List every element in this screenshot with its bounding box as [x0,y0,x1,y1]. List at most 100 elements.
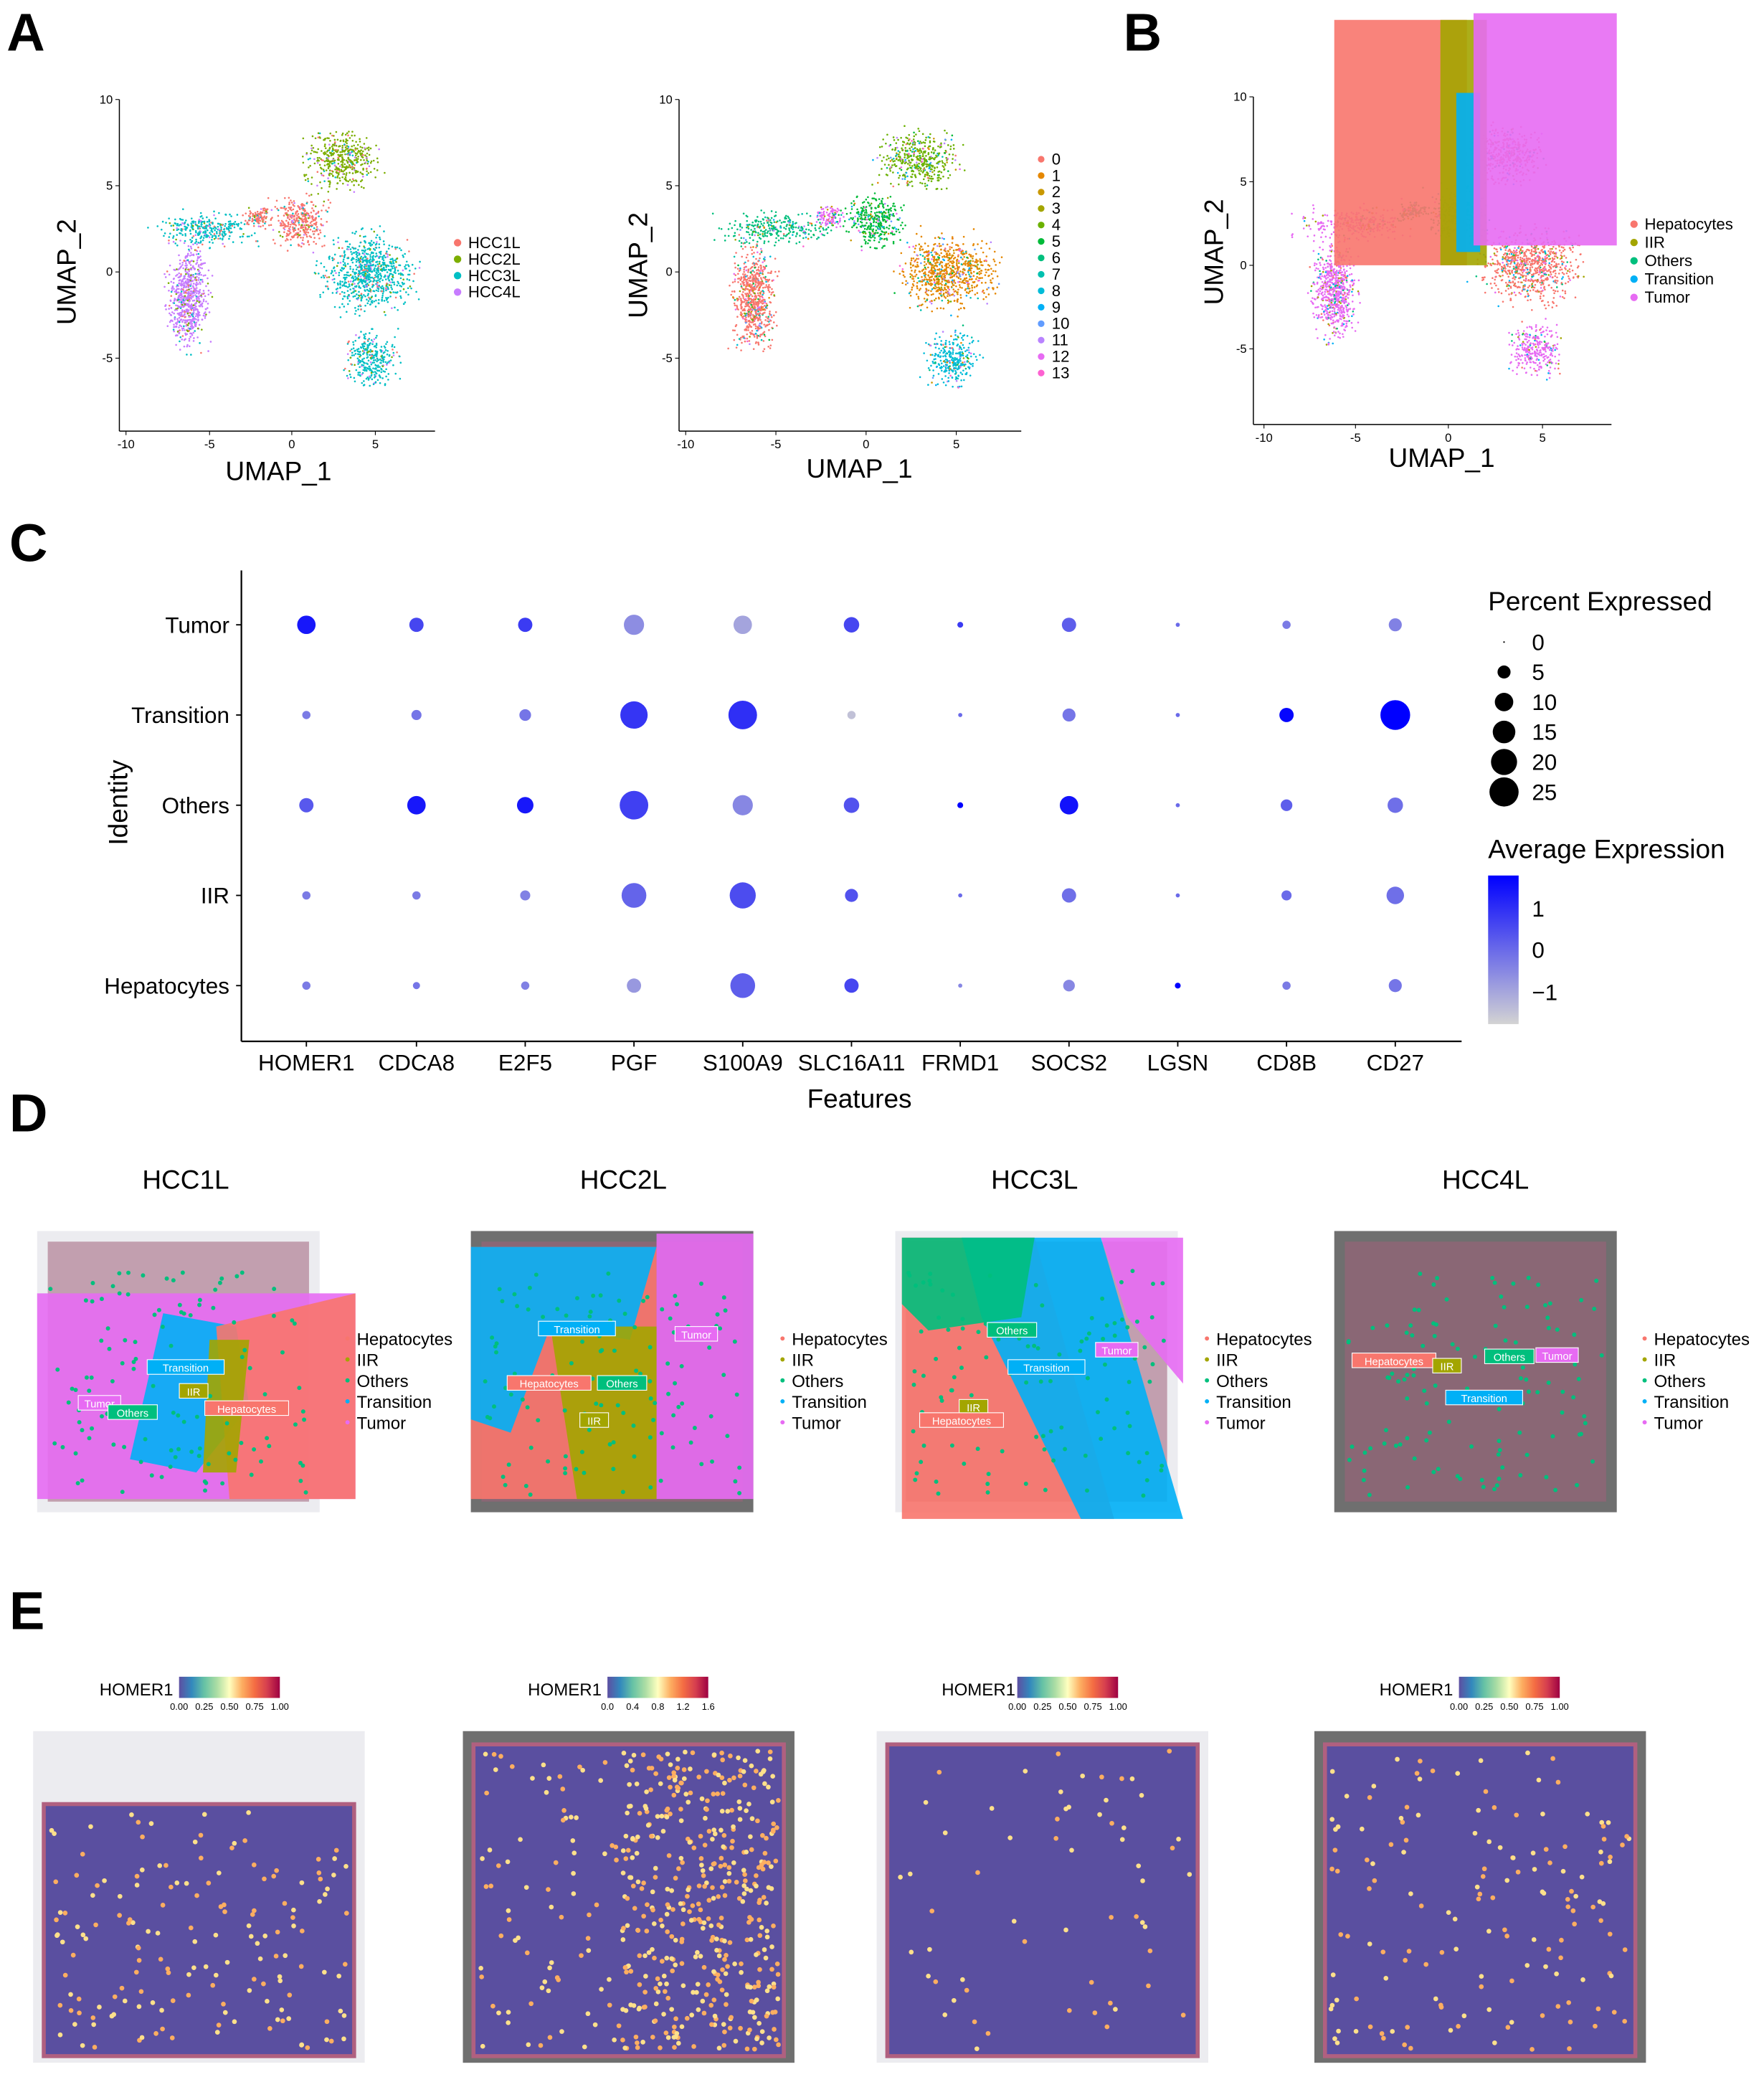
umap-point [759,318,762,321]
umap-point [739,267,741,270]
umap-point [386,282,388,285]
umap-point [883,245,886,247]
umap-point [308,166,310,169]
umap-point [896,171,899,174]
umap-point [196,281,198,284]
umap-point [871,184,873,186]
umap-point [366,147,369,149]
umap-point [770,222,773,224]
umap-point [204,274,207,277]
umap-point [376,285,379,288]
umap-point [939,143,942,146]
umap-point [381,261,384,264]
umap-point [343,166,346,169]
umap-point [731,290,734,293]
umap-point [904,224,906,227]
panel-label-b: B [1124,2,1162,62]
umap-point [346,184,349,186]
umap-point [757,266,760,268]
umap-point [779,219,781,222]
umap-point [209,341,212,343]
umap-point [942,175,944,178]
umap-point [790,227,792,230]
umap-point [359,158,362,161]
umap-point [386,364,388,366]
umap-point [181,219,184,221]
umap-point [734,224,736,227]
umap-point [390,284,392,287]
umap-point [768,323,771,326]
umap-point [898,183,900,186]
umap-point [194,273,197,275]
umap-point [239,227,242,230]
umap-point [234,220,237,223]
umap-point [345,159,348,162]
umap-point [328,143,331,146]
umap-point [744,321,747,324]
umap-point [345,174,348,176]
umap-point [372,252,374,254]
umap-point [930,175,933,178]
umap-point [376,369,379,372]
umap-point [747,295,749,297]
umap-point [762,261,764,263]
umap-point [323,276,326,279]
umap-point [762,230,764,233]
umap-point [357,150,360,152]
umap-point [213,237,216,240]
umap-point [185,324,187,327]
umap-point [174,218,176,221]
umap-point [338,293,341,295]
umap-point [322,169,325,171]
umap-point [369,147,372,150]
umap-point [297,232,300,235]
umap-point [957,288,959,291]
umap-point [388,361,391,364]
umap-point [183,242,186,245]
umap-point [240,222,242,224]
umap-point [336,167,339,169]
umap-point [320,262,323,265]
umap-point [382,240,385,242]
umap-point [324,147,327,149]
umap-point [187,309,190,311]
umap-point [760,301,762,304]
umap-point [944,152,947,154]
umap-point [313,240,315,243]
umap-point [189,306,192,308]
umap-point [744,273,746,275]
umap-point [356,148,359,150]
umap-point [219,233,221,236]
umap-point [928,174,931,177]
umap-point [385,284,388,286]
umap-point [905,280,907,283]
umap-point [354,339,356,342]
umap-point [807,233,810,235]
umap-point [362,153,364,156]
umap-point [924,174,926,176]
umap-point [383,243,385,246]
umap-point [329,132,332,135]
umap-point [172,282,175,284]
umap-point [170,295,173,297]
umap-point [369,261,371,264]
umap-point [181,339,184,341]
umap-point [919,159,921,162]
panel-label-d: D [9,1084,47,1143]
umap-point [373,279,376,281]
umap-point [763,212,765,214]
umap-point [365,252,368,255]
umap-point [186,252,189,255]
umap-point [301,219,304,222]
umap-point [329,181,331,184]
umap-point [768,328,770,331]
umap-point [172,237,174,239]
umap-point [745,265,747,268]
umap-point [349,376,352,379]
umap-point [196,275,198,278]
umap-point [377,273,380,276]
umap-point [976,275,978,278]
umap-point [734,325,737,328]
umap-point [812,234,815,237]
